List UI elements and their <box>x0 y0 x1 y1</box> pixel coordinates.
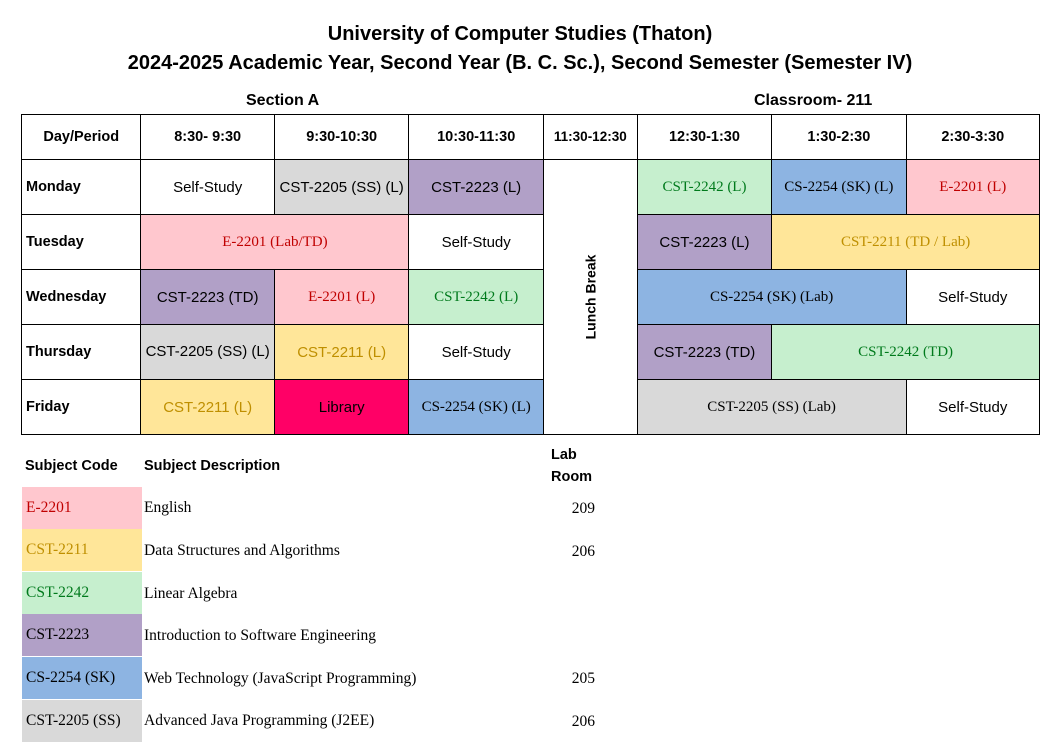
friday-period-4-5: CST-2205 (SS) (Lab) <box>636 379 907 435</box>
classroom-label: Classroom- 211 <box>754 92 873 109</box>
monday-period-3: CST-2223 (L) <box>408 159 544 215</box>
friday-period-1: CST-2211 (L) <box>140 379 275 435</box>
friday-period-3: CS-2254 (SK) (L) <box>408 379 544 435</box>
thursday-row: Thursday CST-2205 (SS) (L) CST-2211 (L) … <box>20 324 1040 380</box>
tuesday-period-3: Self-Study <box>408 214 544 270</box>
thursday-period-3: Self-Study <box>408 324 544 380</box>
header-period-2: 9:30-10:30 <box>273 114 410 160</box>
wednesday-period-4-5: CS-2254 (SK) (Lab) <box>636 269 907 325</box>
day-tuesday: Tuesday <box>20 214 142 270</box>
friday-period-6: Self-Study <box>905 379 1040 435</box>
tuesday-row: Tuesday E-2201 (Lab/TD) Self-Study CST-2… <box>20 214 1040 270</box>
legend-desc-web-technology: Web Technology (JavaScript Programming) <box>144 670 417 687</box>
thursday-period-5-6: CST-2242 (TD) <box>771 324 1040 380</box>
legend-code-english: E-2201 <box>22 487 142 529</box>
section-label: Section A <box>246 92 320 109</box>
monday-period-1: Self-Study <box>140 159 275 215</box>
monday-row: Monday Self-Study CST-2205 (SS) (L) CST-… <box>20 159 1040 435</box>
legend-desc-software-engineering: Introduction to Software Engineering <box>144 627 377 644</box>
legend-code-software-engineering: CST-2223 <box>22 614 142 656</box>
tuesday-period-4: CST-2223 (L) <box>636 214 773 270</box>
header-period-4: 12:30-1:30 <box>636 114 773 160</box>
legend-desc-english: English <box>144 499 192 516</box>
day-friday: Friday <box>20 379 142 435</box>
day-monday: Monday <box>20 159 142 215</box>
lunch-break-cell: Lunch Break <box>542 159 638 435</box>
header-period-5: 1:30-2:30 <box>771 114 907 160</box>
thursday-period-2: CST-2211 (L) <box>273 324 410 380</box>
friday-row: Friday CST-2211 (L) Library CS-2254 (SK)… <box>20 379 1040 435</box>
wednesday-period-2: E-2201 (L) <box>273 269 410 325</box>
monday-period-2: CST-2205 (SS) (L) <box>273 159 410 215</box>
document-title: University of Computer Studies (Thaton) <box>327 23 713 45</box>
legend-code-dsa: CST-2211 <box>22 529 142 571</box>
wednesday-period-6: Self-Study <box>905 269 1040 325</box>
legend-desc-dsa: Data Structures and Algorithms <box>144 542 340 559</box>
legend-header-lab-room: Lab Room <box>551 447 593 485</box>
wednesday-period-1: CST-2223 (TD) <box>140 269 275 325</box>
header-lunch-time: 11:30-12:30 <box>542 114 638 160</box>
day-wednesday: Wednesday <box>20 269 142 325</box>
tuesday-period-1-2: E-2201 (Lab/TD) <box>140 214 410 270</box>
wednesday-period-3: CST-2242 (L) <box>408 269 544 325</box>
tuesday-period-5-6: CST-2211 (TD / Lab) <box>771 214 1040 270</box>
monday-period-6: E-2201 (L) <box>905 159 1040 215</box>
timetable: Day/Period 8:30- 9:30 9:30-10:30 10:30-1… <box>20 114 1040 435</box>
document-subtitle: 2024-2025 Academic Year, Second Year (B.… <box>127 52 913 74</box>
legend-header-description: Subject Description <box>144 458 281 474</box>
legend-room-web-technology: 205 <box>571 670 595 687</box>
header-period-1: 8:30- 9:30 <box>140 114 275 160</box>
legend-room-english: 209 <box>571 500 595 517</box>
legend-code-java: CST-2205 (SS) <box>22 700 142 742</box>
legend-header-code: Subject Code <box>25 458 118 474</box>
wednesday-row: Wednesday CST-2223 (TD) E-2201 (L) CST-2… <box>20 269 1040 325</box>
legend-room-dsa: 206 <box>571 543 595 560</box>
legend-code-web-technology: CS-2254 (SK) <box>22 657 142 699</box>
thursday-period-1: CST-2205 (SS) (L) <box>140 324 275 380</box>
monday-period-4: CST-2242 (L) <box>636 159 773 215</box>
timetable-header-row: Day/Period 8:30- 9:30 9:30-10:30 10:30-1… <box>20 114 1040 160</box>
legend-desc-linear-algebra: Linear Algebra <box>144 585 238 602</box>
legend-code-linear-algebra: CST-2242 <box>22 572 142 614</box>
lunch-break-label: Lunch Break <box>582 254 599 339</box>
header-period-6: 2:30-3:30 <box>905 114 1040 160</box>
legend-desc-java: Advanced Java Programming (J2EE) <box>144 712 375 729</box>
thursday-period-4: CST-2223 (TD) <box>636 324 773 380</box>
monday-period-5: CS-2254 (SK) (L) <box>771 159 907 215</box>
friday-period-2: Library <box>273 379 410 435</box>
header-period-3: 10:30-11:30 <box>408 114 544 160</box>
header-day-period: Day/Period <box>20 114 142 160</box>
legend-room-java: 206 <box>571 713 595 730</box>
day-thursday: Thursday <box>20 324 142 380</box>
